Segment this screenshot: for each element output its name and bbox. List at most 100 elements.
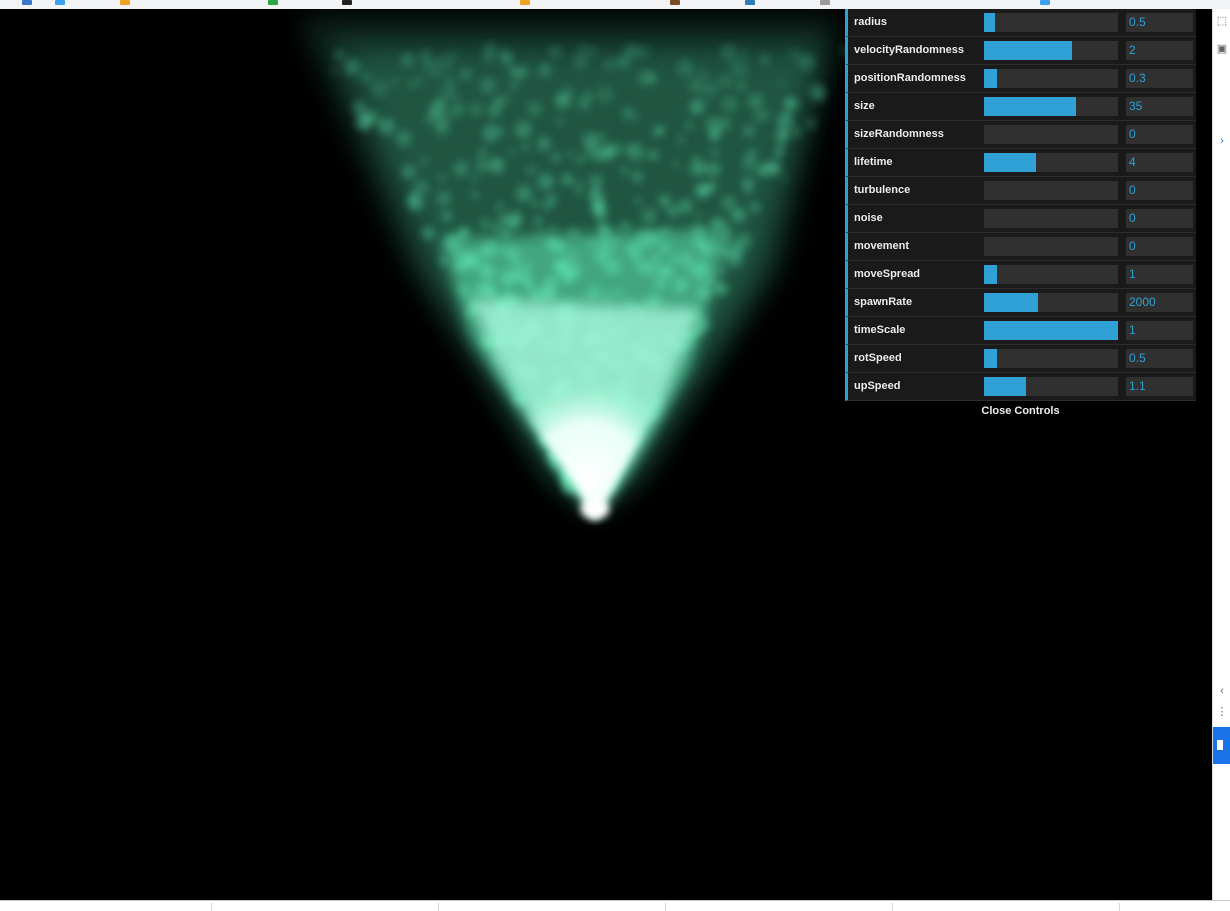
particle bbox=[555, 93, 568, 106]
particle bbox=[333, 49, 345, 61]
particle bbox=[630, 170, 644, 183]
particle bbox=[371, 80, 388, 97]
particle bbox=[470, 191, 479, 199]
particle bbox=[544, 193, 558, 207]
value-input-turbulence[interactable]: 0 bbox=[1126, 181, 1193, 200]
cursor-select-icon[interactable]: ⬚ bbox=[1216, 15, 1228, 27]
value-input-positionRandomness[interactable]: 0.3 bbox=[1126, 69, 1193, 88]
particle bbox=[689, 159, 707, 177]
bottom-scroll-strip bbox=[0, 900, 1230, 911]
controller-row-noise: noise 0 bbox=[845, 205, 1196, 233]
particle bbox=[495, 203, 505, 212]
particle bbox=[514, 121, 533, 139]
slider-positionRandomness[interactable] bbox=[984, 69, 1118, 88]
value-input-upSpeed[interactable]: 1.1 bbox=[1126, 377, 1193, 396]
particle bbox=[551, 152, 561, 163]
particle bbox=[634, 197, 642, 205]
particle bbox=[439, 257, 448, 266]
slider-upSpeed[interactable] bbox=[984, 377, 1118, 396]
particle bbox=[536, 136, 552, 151]
particle bbox=[543, 204, 551, 211]
value-input-velocityRandomness[interactable]: 2 bbox=[1126, 41, 1193, 60]
value-input-moveSpread[interactable]: 1 bbox=[1126, 265, 1193, 284]
particle bbox=[440, 83, 457, 100]
particle bbox=[503, 95, 511, 103]
slider-size[interactable] bbox=[984, 97, 1118, 116]
slider-sizeRandomness[interactable] bbox=[984, 125, 1118, 144]
particle bbox=[508, 148, 516, 156]
particle bbox=[721, 195, 737, 211]
particle bbox=[708, 128, 722, 141]
particle bbox=[395, 130, 412, 147]
device-toggle-icon[interactable]: ▣ bbox=[1216, 43, 1228, 55]
slider-radius[interactable] bbox=[984, 13, 1118, 32]
particle bbox=[548, 225, 557, 234]
bookmark-icon[interactable] bbox=[342, 0, 352, 5]
value-input-rotSpeed[interactable]: 0.5 bbox=[1126, 349, 1193, 368]
particle bbox=[648, 150, 659, 161]
slider-turbulence[interactable] bbox=[984, 181, 1118, 200]
particle bbox=[776, 111, 795, 129]
particle bbox=[479, 218, 491, 229]
slider-lifetime[interactable] bbox=[984, 153, 1118, 172]
bookmark-icon[interactable] bbox=[22, 0, 32, 5]
particle bbox=[805, 118, 817, 130]
bookmark-icon[interactable] bbox=[520, 0, 530, 5]
slider-velocityRandomness[interactable] bbox=[984, 41, 1118, 60]
particle bbox=[688, 77, 704, 93]
particle bbox=[491, 221, 502, 233]
value-input-size[interactable]: 35 bbox=[1126, 97, 1193, 116]
particle bbox=[710, 147, 719, 156]
slider-timeScale[interactable] bbox=[984, 321, 1118, 340]
particle bbox=[362, 124, 369, 131]
controller-row-velocityRandomness: velocityRandomness 2 bbox=[845, 37, 1196, 65]
bookmark-icon[interactable] bbox=[268, 0, 278, 5]
bookmark-icon[interactable] bbox=[55, 0, 65, 5]
bookmark-icon[interactable] bbox=[120, 0, 130, 5]
devtools-active-tab[interactable] bbox=[1213, 727, 1230, 764]
particle bbox=[721, 95, 739, 113]
slider-noise[interactable] bbox=[984, 209, 1118, 228]
particle bbox=[597, 132, 608, 142]
slider-rotSpeed[interactable] bbox=[984, 349, 1118, 368]
chevron-right-icon[interactable]: › bbox=[1220, 135, 1224, 147]
particle bbox=[436, 191, 451, 206]
bookmark-icon[interactable] bbox=[745, 0, 755, 5]
slider-movement[interactable] bbox=[984, 237, 1118, 256]
value-input-spawnRate[interactable]: 2000 bbox=[1126, 293, 1193, 312]
slider-moveSpread[interactable] bbox=[984, 265, 1118, 284]
controller-label: sizeRandomness bbox=[854, 128, 944, 140]
particle-system-render bbox=[300, 19, 855, 521]
particle bbox=[359, 111, 376, 127]
particle bbox=[422, 226, 435, 240]
controller-row-radius: radius 0.5 bbox=[845, 9, 1196, 37]
value-input-noise[interactable]: 0 bbox=[1126, 209, 1193, 228]
particle bbox=[725, 250, 743, 268]
divider bbox=[665, 903, 666, 911]
value-input-movement[interactable]: 0 bbox=[1126, 237, 1193, 256]
particle bbox=[343, 58, 361, 76]
particle bbox=[460, 228, 470, 238]
bookmark-icon[interactable] bbox=[670, 0, 680, 5]
particle bbox=[782, 175, 789, 182]
slider-spawnRate[interactable] bbox=[984, 293, 1118, 312]
chevron-left-icon[interactable]: ‹ bbox=[1220, 685, 1224, 697]
particle bbox=[774, 143, 785, 155]
bookmark-icon[interactable] bbox=[820, 0, 830, 5]
value-input-radius[interactable]: 0.5 bbox=[1126, 13, 1193, 32]
bookmark-icon[interactable] bbox=[1040, 0, 1050, 5]
close-controls-button[interactable]: Close Controls bbox=[845, 401, 1196, 421]
particle bbox=[563, 479, 572, 489]
particle bbox=[695, 212, 703, 220]
particle bbox=[408, 81, 417, 89]
particle bbox=[436, 54, 454, 72]
particle bbox=[537, 62, 552, 78]
more-vert-icon[interactable]: ⋮ bbox=[1216, 706, 1228, 718]
slider-fill bbox=[984, 97, 1077, 116]
particle bbox=[507, 210, 524, 227]
value-input-lifetime[interactable]: 4 bbox=[1126, 153, 1193, 172]
particle bbox=[572, 52, 589, 69]
particle bbox=[582, 132, 600, 150]
value-input-sizeRandomness[interactable]: 0 bbox=[1126, 125, 1193, 144]
value-input-timeScale[interactable]: 1 bbox=[1126, 321, 1193, 340]
